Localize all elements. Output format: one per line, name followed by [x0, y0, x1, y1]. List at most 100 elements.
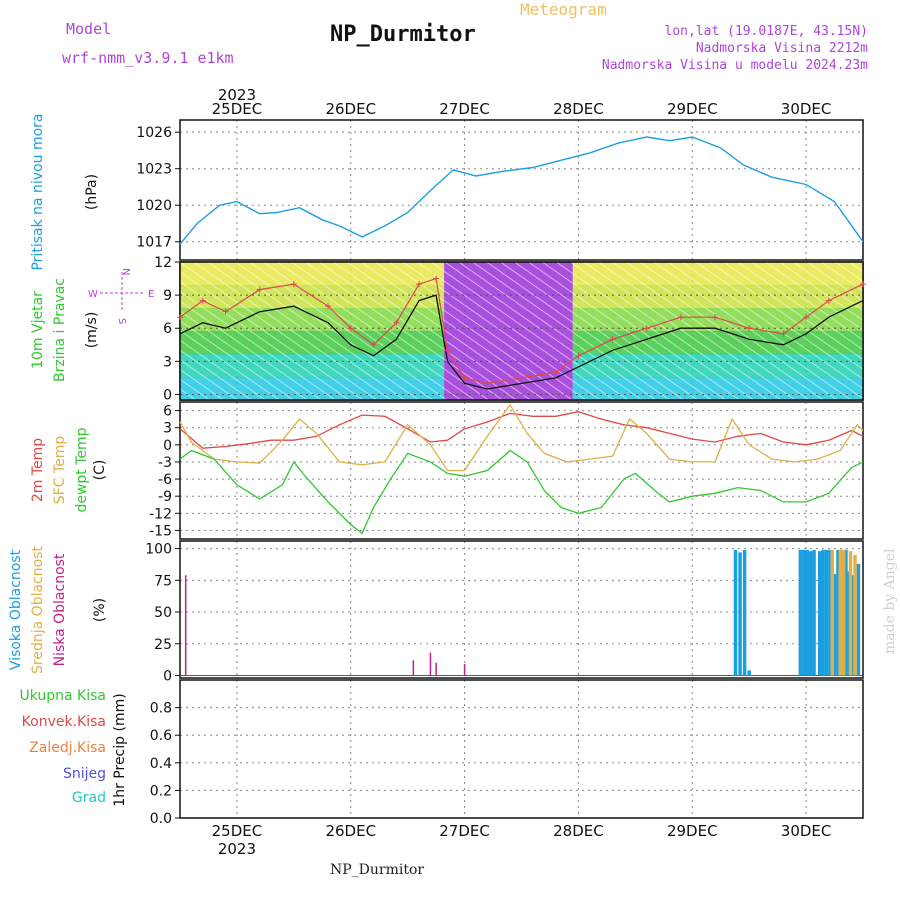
- gust-marker: [803, 314, 810, 321]
- gust-marker: [484, 380, 491, 387]
- high_cloud-bar: [798, 549, 803, 676]
- gust-marker: [347, 325, 354, 332]
- high_cloud-bar: [836, 549, 840, 676]
- gust-marker: [177, 314, 183, 321]
- gust-marker: [222, 308, 229, 315]
- page-title: NP_Durmitor: [330, 22, 476, 47]
- high_cloud-bar: [821, 549, 825, 676]
- y-tick-label: 0.8: [150, 701, 172, 717]
- wind-panel: 0 3 6 9 12: [154, 255, 866, 403]
- compass-e: E: [148, 289, 154, 300]
- high_cloud-bar: [824, 549, 829, 676]
- gust-marker: [444, 347, 451, 354]
- wind_speed-line: [179, 294, 864, 390]
- top-day-label: 27DEC: [439, 100, 490, 118]
- wind-frame: [179, 261, 864, 401]
- low_cloud-bar: [184, 575, 187, 676]
- top-day-label: 30DEC: [781, 100, 832, 118]
- bottom-day-label: 30DEC: [781, 822, 832, 840]
- y-tick-label: -9: [158, 489, 172, 505]
- wind-axis-label-2: Brzina i Pravac: [52, 278, 68, 382]
- y-tick-label: 0: [163, 438, 172, 454]
- compass-s: S: [116, 318, 127, 324]
- high_cloud-bar: [738, 552, 742, 676]
- y-tick-label: 25: [154, 637, 172, 653]
- gust-marker: [393, 319, 400, 326]
- y-tick-label: -3: [158, 455, 172, 471]
- high_cloud-bar: [747, 670, 751, 676]
- precip-legend-item: Konvek.Kisa: [22, 714, 106, 730]
- wind-barbs: [180, 262, 445, 400]
- high_cloud-bar: [844, 549, 848, 676]
- gust-marker: [256, 286, 263, 293]
- temp-axis-label: 2m Temp: [30, 438, 46, 502]
- y-tick-label: 75: [154, 573, 172, 589]
- y-tick-label: 0: [163, 387, 172, 403]
- compass-n: N: [120, 268, 131, 275]
- gust-marker: [324, 303, 331, 310]
- precip-unit-label: 1hr Precip (mm): [112, 693, 128, 806]
- high_cloud-bar: [856, 563, 861, 676]
- y-tick-label: -6: [158, 472, 172, 488]
- model-elevation-label: Nadmorska Visina u modelu 2024.23m: [601, 58, 868, 73]
- gust-marker: [416, 281, 423, 288]
- gust-marker: [518, 374, 525, 381]
- wind-calm-barbs: [444, 262, 573, 400]
- mid_cloud-bar: [853, 554, 857, 676]
- top-day-label: 28DEC: [553, 100, 604, 118]
- precip-frame: [179, 679, 864, 819]
- top-year-label: 2023: [218, 86, 256, 104]
- high_cloud-bar: [808, 551, 813, 676]
- y-tick-label: 9: [163, 288, 172, 304]
- high_cloud-bar: [851, 575, 855, 676]
- bottom-day-label: 26DEC: [325, 822, 376, 840]
- gust-marker: [461, 374, 468, 381]
- gust-marker: [370, 341, 377, 348]
- y-tick-label: 0.4: [150, 756, 172, 772]
- bottom-day-label: 25DEC: [212, 822, 263, 840]
- footer-station: NP_Durmitor: [330, 862, 425, 878]
- gust-marker: [825, 297, 832, 304]
- gust-marker: [552, 369, 559, 376]
- gust-line: [179, 277, 864, 385]
- top-day-label: 25DEC: [212, 100, 263, 118]
- gust-marker: [609, 336, 616, 343]
- low_cloud-bar: [412, 660, 415, 676]
- y-tick-label: 3: [163, 354, 172, 370]
- model-label: Model: [66, 20, 112, 38]
- mid_cloud-bar: [841, 549, 846, 676]
- y-tick-label: 0.6: [150, 728, 172, 744]
- bottom-day-label: 27DEC: [439, 822, 490, 840]
- pressure-unit-label: (hPa): [84, 174, 100, 210]
- elevation-label: Nadmorska Visina 2212m: [695, 41, 868, 56]
- cloud-unit-label: (%): [92, 598, 108, 622]
- precip-legend-item: Grad: [72, 790, 106, 806]
- wind-axis-label: 10m Vjetar: [30, 291, 46, 369]
- y-tick-label: 100: [145, 542, 172, 558]
- high_cloud-bar: [817, 551, 822, 676]
- top-day-label: 26DEC: [325, 100, 376, 118]
- y-tick-label: 0: [163, 668, 172, 684]
- y-tick-label: 0.0: [150, 811, 172, 827]
- pressure-panel: 1017 1020 1023 1026: [136, 119, 864, 261]
- y-tick-label: 0.2: [150, 783, 172, 799]
- sfc_temp-line: [179, 403, 864, 472]
- model-run: wrf-nmm_v3.9.1 e1km: [62, 49, 234, 67]
- high_cloud-bar: [802, 549, 806, 676]
- high_cloud-bar: [805, 549, 809, 676]
- precip-legend-item: Ukupna Kisa: [19, 688, 106, 704]
- gust-marker: [643, 325, 650, 332]
- temp-unit-label: (C): [92, 460, 108, 481]
- wind-barbs: [572, 262, 863, 400]
- y-tick-label: 6: [163, 321, 172, 337]
- gust-marker: [575, 352, 582, 359]
- pressure-line: [179, 136, 864, 245]
- y-tick-label: 50: [154, 605, 172, 621]
- temperature-frame: [179, 401, 864, 540]
- compass-w: W: [88, 289, 98, 300]
- gust-marker: [199, 297, 206, 304]
- y-tick-label: 1017: [136, 235, 172, 251]
- pressure-frame: [179, 119, 864, 261]
